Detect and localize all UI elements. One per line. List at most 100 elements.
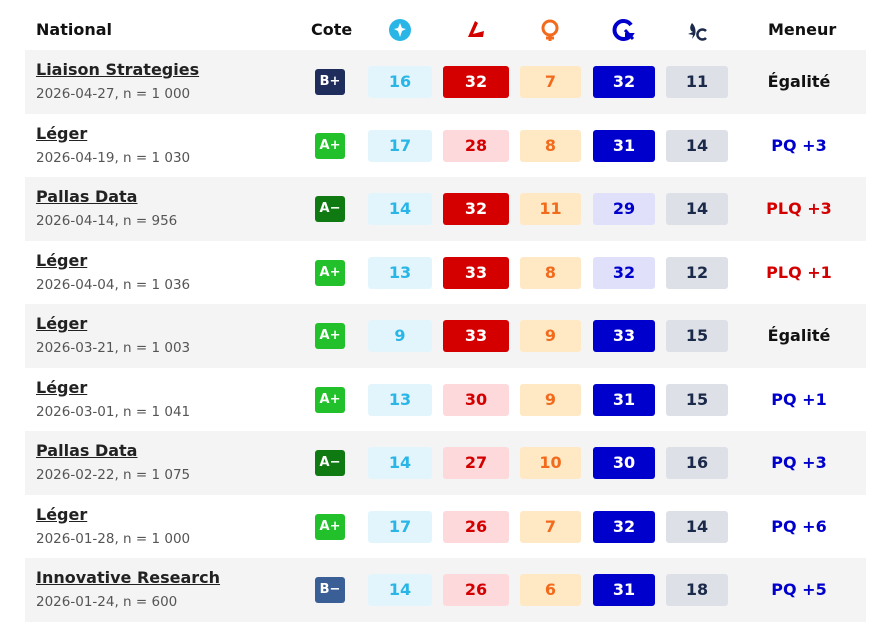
poll-meta: 2026-04-27, n = 1 000 bbox=[36, 86, 191, 102]
party-value: 8 bbox=[520, 256, 581, 289]
party-value: 7 bbox=[520, 510, 581, 543]
pq-icon bbox=[612, 19, 635, 41]
grade-badge: A+ bbox=[315, 386, 345, 413]
poll-row: Innovative Research 2026-01-24, n = 600 B−… bbox=[25, 558, 866, 622]
party-value: 26 bbox=[443, 510, 509, 543]
grade-badge: A− bbox=[315, 196, 345, 222]
party-value: 33 bbox=[593, 320, 655, 352]
party-value: 32 bbox=[443, 66, 509, 98]
party-value: 29 bbox=[593, 193, 655, 225]
pollster-link[interactable]: Léger bbox=[36, 504, 88, 524]
pollster-link[interactable]: Liaison Strategies bbox=[36, 60, 200, 79]
poll-row: Pallas Data 2026-02-22, n = 1 075 A− 14 27 10… bbox=[25, 431, 866, 495]
grade-badge: A+ bbox=[315, 132, 345, 159]
pollster-link[interactable]: Léger bbox=[36, 123, 88, 143]
party-value: 14 bbox=[368, 193, 432, 225]
party-value: 9 bbox=[520, 320, 581, 352]
caq-icon bbox=[389, 19, 411, 41]
poll-row: Léger 2026-01-28, n = 1 000 A+ 17 26 7 32 14 PQ … bbox=[25, 495, 866, 559]
party-value: 28 bbox=[443, 129, 509, 162]
party-value: 32 bbox=[443, 193, 509, 225]
poll-row: Léger 2026-04-19, n = 1 030 A+ 17 28 8 31 14 PQ … bbox=[25, 114, 866, 178]
plq-icon bbox=[468, 21, 484, 37]
party-value: 31 bbox=[593, 383, 655, 416]
poll-row: Liaison Strategies 2026-04-27, n = 1 000 B… bbox=[25, 50, 866, 114]
poll-row: Léger 2026-03-21, n = 1 003 A+ 9 33 9 33 15 Égal… bbox=[25, 304, 866, 368]
party-value: 31 bbox=[593, 574, 655, 606]
party-value: 14 bbox=[666, 510, 728, 543]
leader: PQ +1 bbox=[771, 389, 827, 409]
party-value: 30 bbox=[443, 383, 509, 416]
party-value: 11 bbox=[666, 66, 728, 98]
party-value: 15 bbox=[666, 383, 728, 416]
poll-meta: 2026-04-14, n = 956 bbox=[36, 213, 178, 229]
grade-badge: B+ bbox=[315, 69, 345, 95]
leader: PQ +6 bbox=[771, 516, 827, 536]
poll-row: Léger 2026-04-04, n = 1 036 A+ 13 33 8 32 12 PLQ… bbox=[25, 241, 866, 305]
party-value: 33 bbox=[443, 320, 509, 352]
party-value: 14 bbox=[666, 193, 728, 225]
leader: Égalité bbox=[767, 326, 831, 345]
header-meneur: Meneur bbox=[768, 20, 837, 39]
pollster-link[interactable]: Innovative Research bbox=[36, 568, 221, 587]
poll-meta: 2026-01-28, n = 1 000 bbox=[36, 530, 191, 547]
party-value: 7 bbox=[520, 66, 581, 98]
party-value: 8 bbox=[520, 129, 581, 162]
poll-table: National Cote Meneur Liaison Strategies 2… bbox=[25, 0, 866, 626]
poll-meta: 2026-02-22, n = 1 075 bbox=[36, 467, 191, 483]
party-value: 9 bbox=[368, 320, 432, 352]
party-value: 17 bbox=[368, 129, 432, 162]
leader: PQ +5 bbox=[771, 580, 827, 599]
qs-icon bbox=[541, 19, 559, 41]
party-value: 32 bbox=[593, 510, 655, 543]
party-value: 12 bbox=[666, 256, 728, 289]
leader: PLQ +1 bbox=[766, 262, 832, 282]
party-value: 6 bbox=[520, 574, 581, 606]
party-value: 16 bbox=[368, 66, 432, 98]
party-value: 31 bbox=[593, 129, 655, 162]
pcq-icon bbox=[688, 23, 707, 41]
party-value: 27 bbox=[443, 447, 509, 479]
party-value: 13 bbox=[368, 256, 432, 289]
party-value: 17 bbox=[368, 510, 432, 543]
party-value: 14 bbox=[368, 574, 432, 606]
poll-meta: 2026-04-19, n = 1 030 bbox=[36, 149, 191, 166]
party-value: 33 bbox=[443, 256, 509, 289]
poll-meta: 2026-03-21, n = 1 003 bbox=[36, 340, 191, 356]
grade-badge: A+ bbox=[315, 513, 345, 540]
poll-row: Léger 2026-03-01, n = 1 041 A+ 13 30 9 31 15 PQ … bbox=[25, 368, 866, 432]
pollster-link[interactable]: Léger bbox=[36, 250, 88, 270]
pollster-link[interactable]: Pallas Data bbox=[36, 441, 138, 460]
pollster-link[interactable]: Léger bbox=[36, 377, 88, 397]
header-cote: Cote bbox=[311, 20, 353, 39]
party-value: 11 bbox=[520, 193, 581, 225]
party-value: 16 bbox=[666, 447, 728, 479]
party-value: 10 bbox=[520, 447, 581, 479]
party-value: 32 bbox=[593, 256, 655, 289]
grade-badge: A− bbox=[315, 450, 345, 476]
poll-meta: 2026-03-01, n = 1 041 bbox=[36, 403, 191, 420]
poll-meta: 2026-01-24, n = 600 bbox=[36, 594, 178, 610]
party-value: 14 bbox=[666, 129, 728, 162]
leader: Égalité bbox=[767, 72, 831, 91]
party-value: 30 bbox=[593, 447, 655, 479]
grade-badge: A+ bbox=[315, 259, 345, 286]
grade-badge: B− bbox=[315, 577, 345, 603]
party-value: 15 bbox=[666, 320, 728, 352]
party-value: 32 bbox=[593, 66, 655, 98]
party-value: 9 bbox=[520, 383, 581, 416]
party-value: 26 bbox=[443, 574, 509, 606]
party-value: 13 bbox=[368, 383, 432, 416]
leader: PQ +3 bbox=[771, 135, 827, 155]
party-value: 18 bbox=[666, 574, 728, 606]
leader: PLQ +3 bbox=[766, 199, 832, 218]
party-value: 14 bbox=[368, 447, 432, 479]
poll-meta: 2026-04-04, n = 1 036 bbox=[36, 276, 191, 293]
pollster-link[interactable]: Léger bbox=[36, 314, 88, 333]
grade-badge: A+ bbox=[315, 323, 345, 349]
pollster-link[interactable]: Pallas Data bbox=[36, 187, 138, 206]
leader: PQ +3 bbox=[771, 453, 827, 472]
poll-row: Pallas Data 2026-04-14, n = 956 A− 14 32 11 29… bbox=[25, 177, 866, 241]
header-national: National bbox=[36, 20, 112, 39]
